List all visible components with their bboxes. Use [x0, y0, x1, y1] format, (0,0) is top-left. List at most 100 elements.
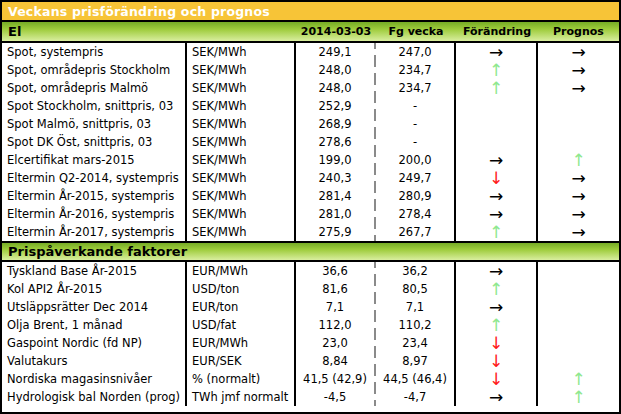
row-current-value: 36,6 — [296, 262, 376, 280]
row-label: Utsläppsrätter Dec 2014 — [2, 298, 187, 316]
table-row: Hydrologisk bal Norden (prog) TWh jmf no… — [2, 388, 619, 406]
row-unit: USD/ton — [187, 280, 296, 298]
row-label: Eltermin År-2015, systempris — [2, 187, 187, 205]
row-label: Nordiska magasinsnivåer — [2, 370, 187, 388]
row-change-cell: → — [456, 43, 538, 61]
up-arrow-icon: ↑ — [489, 281, 503, 298]
row-current-value: 248,0 — [296, 61, 376, 79]
right-arrow-icon: → — [571, 44, 585, 61]
row-forecast-cell — [538, 334, 619, 352]
section-header-el: El 2014-03-03 Fg vecka Förändring Progno… — [2, 22, 619, 43]
up-arrow-icon: ↑ — [489, 62, 503, 79]
section-rows-faktorer: Tyskland Base År-2015 EUR/MWh 36,6 36,2 … — [2, 262, 619, 406]
right-arrow-icon: → — [571, 170, 585, 187]
row-prev-value: 110,2 — [376, 316, 456, 334]
table-row: Spot, områdepris Malmö SEK/MWh 248,0 234… — [2, 79, 619, 97]
right-arrow-icon: → — [489, 152, 503, 169]
row-forecast-cell: ↑ — [538, 151, 619, 169]
row-prev-value: 249,7 — [376, 169, 456, 187]
row-unit: SEK/MWh — [187, 151, 296, 169]
row-prev-value: 234,7 — [376, 79, 456, 97]
row-change-cell: ↑ — [456, 280, 538, 298]
row-prev-value: -4,7 — [376, 388, 456, 406]
row-forecast-cell: → — [538, 205, 619, 223]
row-prev-value: 247,0 — [376, 43, 456, 61]
row-forecast-cell: → — [538, 61, 619, 79]
row-unit: SEK/MWh — [187, 43, 296, 61]
row-label: Eltermin År-2016, systempris — [2, 205, 187, 223]
row-change-cell: ↑ — [456, 79, 538, 97]
row-prev-value: 8,97 — [376, 352, 456, 370]
column-header-forecast: Prognos — [538, 25, 619, 38]
right-arrow-icon: → — [489, 206, 503, 223]
row-unit: SEK/MWh — [187, 97, 296, 115]
row-label: Hydrologisk bal Norden (prog) — [2, 388, 187, 406]
table-row: Valutakurs EUR/SEK 8,84 8,97 ↓ — [2, 352, 619, 370]
down-arrow-icon: ↓ — [489, 170, 503, 187]
row-change-cell: ↓ — [456, 169, 538, 187]
table-row: Gaspoint Nordic (fd NP) EUR/MWh 23,0 23,… — [2, 334, 619, 352]
row-current-value: 8,84 — [296, 352, 376, 370]
section-rows-el: Spot, systempris SEK/MWh 249,1 247,0 → →… — [2, 43, 619, 241]
row-unit: EUR/MWh — [187, 334, 296, 352]
row-label: Gaspoint Nordic (fd NP) — [2, 334, 187, 352]
row-prev-value: 280,9 — [376, 187, 456, 205]
section-header-faktorer: Prispåverkande faktorer — [2, 241, 619, 262]
table-row: Spot, systempris SEK/MWh 249,1 247,0 → → — [2, 43, 619, 61]
up-arrow-icon: ↑ — [571, 371, 585, 388]
row-change-cell: ↑ — [456, 316, 538, 334]
row-unit: SEK/MWh — [187, 61, 296, 79]
row-forecast-cell: ↑ — [538, 370, 619, 388]
right-arrow-icon: → — [571, 224, 585, 241]
row-unit: SEK/MWh — [187, 115, 296, 133]
row-label: Kol API2 År-2015 — [2, 280, 187, 298]
row-unit: SEK/MWh — [187, 79, 296, 97]
row-change-cell: ↑ — [456, 223, 538, 241]
row-forecast-cell — [538, 133, 619, 151]
row-label: Spot Stockholm, snittpris, 03 — [2, 97, 187, 115]
row-label: Elcertifikat mars-2015 — [2, 151, 187, 169]
row-change-cell — [456, 115, 538, 133]
up-arrow-icon: ↑ — [571, 389, 585, 406]
row-current-value: 23,0 — [296, 334, 376, 352]
table-row: Utsläppsrätter Dec 2014 EUR/ton 7,1 7,1 … — [2, 298, 619, 316]
row-prev-value: 267,7 — [376, 223, 456, 241]
row-label: Spot DK Öst, snittpris, 03 — [2, 133, 187, 151]
row-label: Tyskland Base År-2015 — [2, 262, 187, 280]
row-change-cell: → — [456, 151, 538, 169]
row-current-value: 199,0 — [296, 151, 376, 169]
table-row: Eltermin Q2-2014, systempris SEK/MWh 240… — [2, 169, 619, 187]
row-unit: SEK/MWh — [187, 205, 296, 223]
row-prev-value: 36,2 — [376, 262, 456, 280]
table-row: Eltermin År-2015, systempris SEK/MWh 281… — [2, 187, 619, 205]
row-current-value: 268,9 — [296, 115, 376, 133]
row-change-cell — [456, 133, 538, 151]
right-arrow-icon: → — [571, 62, 585, 79]
row-current-value: 278,6 — [296, 133, 376, 151]
row-prev-value: - — [376, 97, 456, 115]
right-arrow-icon: → — [489, 389, 503, 406]
row-unit: EUR/SEK — [187, 352, 296, 370]
row-prev-value: 7,1 — [376, 298, 456, 316]
row-label: Eltermin År-2017, systempris — [2, 223, 187, 241]
right-arrow-icon: → — [489, 188, 503, 205]
row-forecast-cell — [538, 262, 619, 280]
table-row: Elcertifikat mars-2015 SEK/MWh 199,0 200… — [2, 151, 619, 169]
section-title-el: El — [2, 24, 296, 39]
row-forecast-cell: → — [538, 79, 619, 97]
row-forecast-cell — [538, 97, 619, 115]
row-prev-value: 23,4 — [376, 334, 456, 352]
right-arrow-icon: → — [571, 188, 585, 205]
row-current-value: 281,0 — [296, 205, 376, 223]
table-row: Spot DK Öst, snittpris, 03 SEK/MWh 278,6… — [2, 133, 619, 151]
down-arrow-icon: ↓ — [489, 371, 503, 388]
row-label: Spot, områdepris Stockholm — [2, 61, 187, 79]
column-header-date: 2014-03-03 — [296, 25, 376, 38]
row-forecast-cell: → — [538, 187, 619, 205]
row-forecast-cell — [538, 280, 619, 298]
table-row: Nordiska magasinsnivåer % (normalt) 41,5… — [2, 370, 619, 388]
table-row: Kol API2 År-2015 USD/ton 81,6 80,5 ↑ — [2, 280, 619, 298]
row-current-value: 7,1 — [296, 298, 376, 316]
row-current-value: 81,6 — [296, 280, 376, 298]
row-change-cell: ↑ — [456, 61, 538, 79]
